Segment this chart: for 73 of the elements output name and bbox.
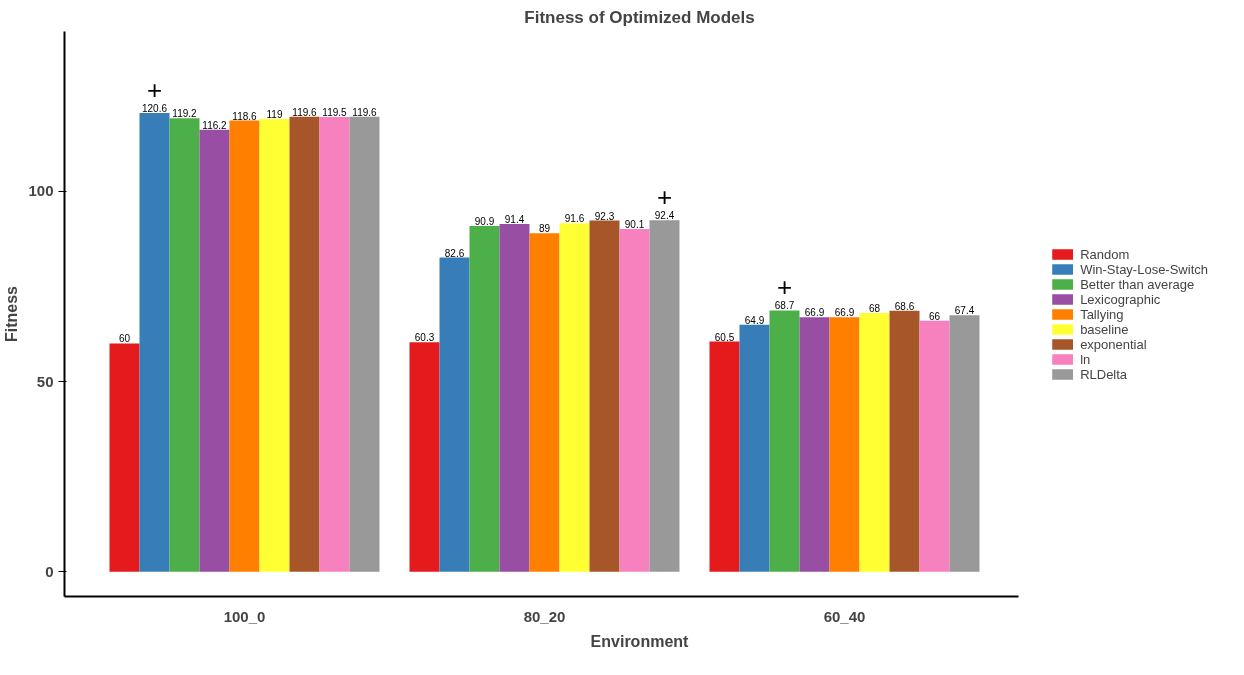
bar [889,310,920,572]
data-label: 92.3 [594,210,615,222]
data-label: 92.4 [654,210,675,222]
legend-label: Win-Stay-Lose-Switch [1080,261,1208,276]
data-label: 90.9 [474,215,495,227]
data-label: 64.9 [744,314,765,326]
data-label: 66.9 [834,307,855,319]
data-label: 89 [538,223,551,235]
data-label: 67.4 [954,305,975,317]
bar [949,315,980,572]
x-tick-label: 80_20 [523,607,566,625]
data-label: 82.6 [444,247,465,259]
chart-title: Fitness of Optimized Models [524,7,755,27]
data-label: 66.9 [804,307,825,319]
x-tick-label: 100_0 [223,607,266,625]
bar [829,317,860,572]
bar [229,120,260,572]
data-label: 119.6 [292,106,318,118]
bar [769,310,800,572]
bar [109,343,140,572]
data-label: 60 [118,333,131,345]
data-label: 68 [868,303,881,315]
legend-label: Better than average [1080,276,1195,291]
bar [469,225,500,572]
bar [709,341,740,572]
y-tick-label: 50 [36,372,54,390]
data-label: 119.6 [352,106,378,118]
x-tick-label: 60_40 [823,607,866,625]
legend-label: ln [1080,351,1091,366]
bar [409,342,440,572]
bar [739,324,770,572]
data-label: 91.6 [564,213,585,225]
legend-label: RLDelta [1080,366,1128,381]
y-tick-label: 100 [28,182,54,200]
legend-label: Lexicographic [1080,291,1161,306]
y-tick-label: 0 [45,562,54,580]
data-label: 68.7 [774,300,795,312]
bar [349,116,380,572]
bar [289,116,320,572]
x-axis-title: Environment [590,632,690,650]
data-label: 116.2 [202,119,228,131]
data-label: 90.1 [624,218,645,230]
data-label: 119.2 [172,108,198,120]
bar [649,220,680,572]
bar [619,228,650,572]
bar [859,313,890,572]
legend-label: Random [1080,246,1130,261]
data-label: 118.6 [232,110,258,122]
bar [799,317,830,572]
data-label: 119.5 [322,107,348,119]
bar [259,119,290,572]
y-axis-title: Fitness [3,285,21,343]
bar [439,257,470,572]
data-label: 91.4 [504,214,525,226]
data-label: 68.6 [894,300,915,312]
annotation: + [146,74,163,105]
bar [319,117,350,572]
legend-label: exponential [1080,336,1147,351]
data-label: 60.5 [714,331,735,343]
data-label: 119 [266,109,283,121]
data-label: 60.3 [414,332,435,344]
legend-label: baseline [1080,321,1129,336]
bar [919,320,950,572]
bar [499,224,530,572]
data-label: 120.6 [141,102,168,114]
bar [169,118,200,572]
bar [559,223,590,572]
bar [529,233,560,572]
bar [139,112,170,572]
bar [199,129,230,572]
bar [589,220,620,572]
legend-label: Tallying [1080,306,1124,321]
data-label: 66 [928,310,941,322]
